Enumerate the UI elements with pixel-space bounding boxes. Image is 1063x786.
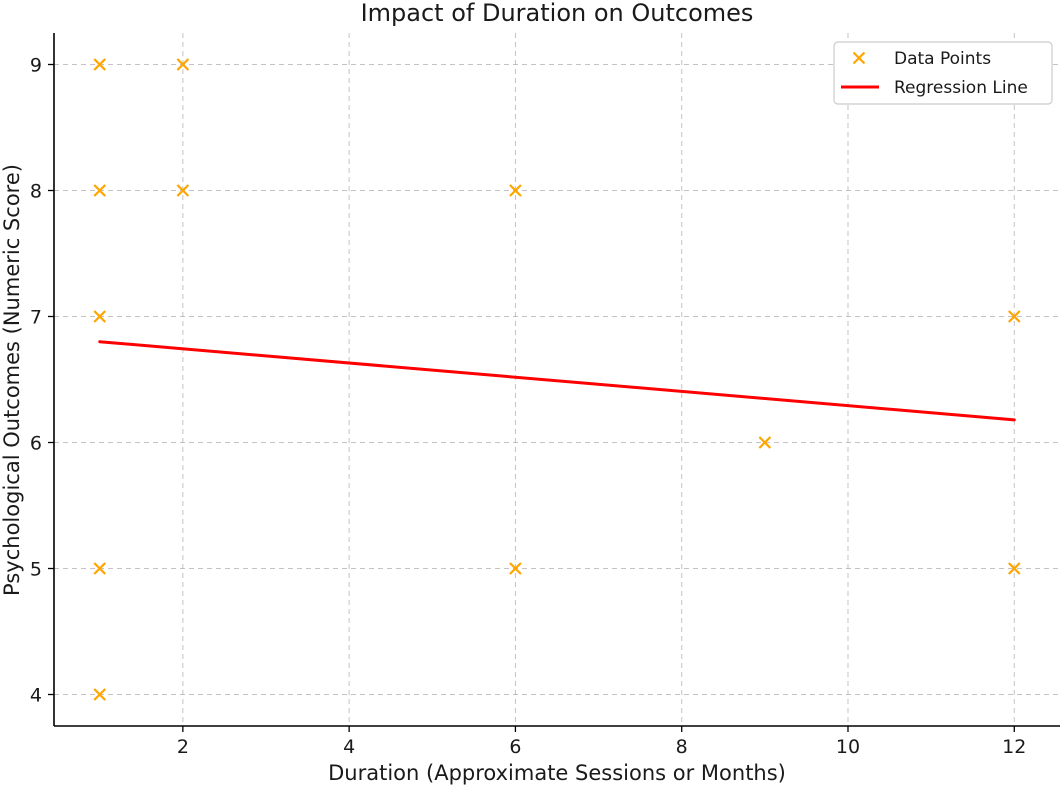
- x-tick-label: 8: [676, 736, 688, 758]
- data-point: [93, 184, 107, 197]
- data-point: [93, 310, 107, 323]
- y-tick-label: 6: [30, 433, 42, 455]
- y-tick-label: 5: [30, 559, 42, 581]
- data-point: [176, 58, 190, 71]
- data-point: [758, 436, 772, 449]
- legend-box: [833, 41, 1053, 105]
- data-point: [1007, 310, 1021, 323]
- data-point: [176, 184, 190, 197]
- legend-label-regression-line: Regression Line: [894, 78, 1028, 98]
- x-tick-label: 12: [1002, 736, 1026, 758]
- y-tick-label: 8: [30, 181, 42, 203]
- data-point: [93, 58, 107, 71]
- x-tick-label: 6: [509, 736, 521, 758]
- x-tick-label: 4: [343, 736, 355, 758]
- legend-marker-data-points: [852, 51, 866, 65]
- y-tick-label: 7: [30, 307, 42, 329]
- x-tick-label: 2: [177, 736, 189, 758]
- legend: Data Points Regression Line: [833, 41, 1053, 105]
- axes: [53, 33, 1060, 727]
- x-axis-label: Duration (Approximate Sessions or Months…: [328, 761, 786, 785]
- y-ticks: 4 5 6 7 8 9: [30, 55, 54, 707]
- regression-line: [98, 340, 1016, 422]
- legend-label-data-points: Data Points: [894, 49, 991, 69]
- legend-x-marker: [852, 51, 866, 65]
- chart-title: Impact of Duration on Outcomes: [361, 0, 754, 27]
- y-tick-label: 4: [30, 685, 42, 707]
- x-ticks: 2 4 6 8 10 12: [177, 726, 1026, 758]
- y-axis-label: Psychological Outcomes (Numeric Score): [0, 164, 24, 596]
- data-points-layer: [93, 58, 1021, 701]
- data-point: [509, 184, 522, 197]
- regression-layer: [98, 340, 1016, 422]
- data-point: [509, 562, 522, 575]
- data-point: [1007, 562, 1021, 575]
- y-tick-label: 9: [30, 55, 42, 77]
- data-point: [93, 562, 107, 575]
- x-tick-label: 10: [836, 736, 860, 758]
- data-point: [93, 688, 107, 701]
